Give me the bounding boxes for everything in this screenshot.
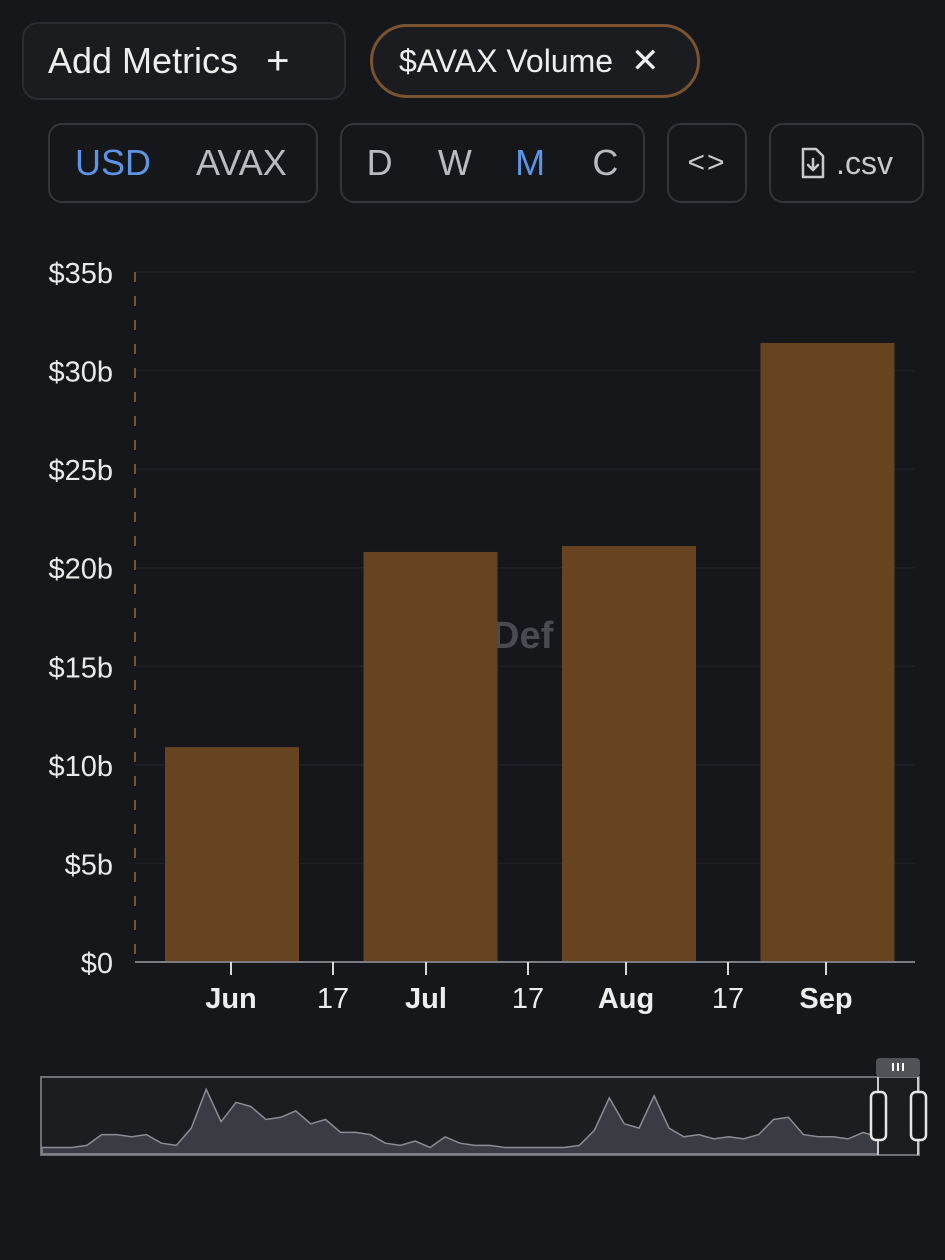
x-tick-label: Jun: [205, 983, 257, 1015]
x-tick-label: Jul: [405, 983, 447, 1015]
add-metrics-label: Add Metrics: [48, 40, 239, 81]
overview-area: [41, 1087, 879, 1155]
y-tick-label: $35b: [48, 258, 113, 290]
bar-jun: [165, 747, 299, 962]
currency-toggle: USD AVAX: [48, 123, 318, 203]
code-icon: <>: [687, 146, 727, 179]
period-option-c[interactable]: C: [592, 142, 619, 183]
x-tick-label: Aug: [598, 983, 654, 1015]
brush-grip[interactable]: [876, 1058, 920, 1077]
range-brush[interactable]: [0, 1055, 945, 1175]
x-tick-label: 17: [317, 983, 349, 1015]
y-tick-label: $15b: [48, 652, 113, 684]
currency-option-avax[interactable]: AVAX: [196, 142, 287, 183]
add-metrics-button[interactable]: Add Metrics +: [22, 22, 346, 100]
y-tick-label: $0: [81, 948, 113, 980]
x-tick-label: 17: [712, 983, 744, 1015]
period-option-w[interactable]: W: [437, 142, 472, 183]
metric-chip-label: $AVAX Volume: [399, 42, 614, 79]
period-option-m[interactable]: M: [515, 142, 546, 183]
period-option-d[interactable]: D: [366, 142, 393, 183]
currency-option-usd[interactable]: USD: [75, 142, 152, 183]
csv-label: .csv: [836, 144, 893, 181]
y-tick-label: $30b: [48, 357, 113, 389]
close-icon[interactable]: ✕: [631, 42, 660, 80]
brush-handle-left[interactable]: [869, 1090, 888, 1142]
period-toggle: D W M C: [340, 123, 645, 203]
bar-aug: [562, 546, 696, 962]
watermark: Def: [492, 615, 554, 657]
x-tick-label: Sep: [799, 983, 852, 1015]
y-tick-label: $10b: [48, 751, 113, 783]
bar-jul: [363, 551, 498, 962]
bar-chart: $0 $5b $10b $15b $20b $25b $30b $35b Def Jun 17 J…: [48, 258, 915, 1015]
y-tick-label: $5b: [65, 849, 113, 881]
y-tick-label: $20b: [48, 554, 113, 586]
y-tick-label: $25b: [48, 455, 113, 487]
metric-chip-avax-volume[interactable]: $AVAX Volume ✕: [370, 24, 700, 98]
brush-handle-right[interactable]: [909, 1090, 928, 1142]
bar-sep: [760, 342, 895, 962]
file-download-icon: [801, 147, 825, 179]
csv-download-button[interactable]: .csv: [769, 123, 924, 203]
plus-icon: +: [266, 38, 290, 83]
embed-button[interactable]: <>: [667, 123, 747, 203]
x-tick-label: 17: [512, 983, 544, 1015]
